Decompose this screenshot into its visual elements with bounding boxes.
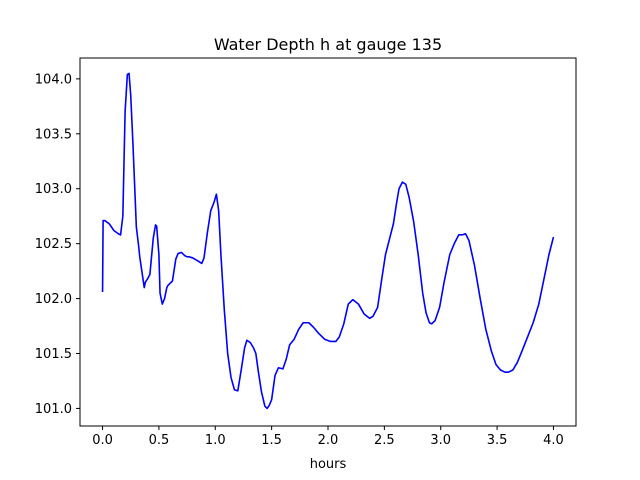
x-tick-label: 2.5	[374, 433, 395, 448]
chart-title: Water Depth h at gauge 135	[214, 35, 442, 54]
y-tick-label: 103.0	[35, 182, 72, 197]
y-tick-label: 103.5	[35, 127, 72, 142]
x-tick-label: 0.0	[92, 433, 113, 448]
plot-area	[79, 57, 577, 427]
x-tick-label: 2.0	[318, 433, 339, 448]
x-tick-label: 4.0	[543, 433, 564, 448]
x-tick-label: 3.5	[487, 433, 508, 448]
y-tick-label: 104.0	[35, 72, 72, 87]
x-axis-label: hours	[310, 457, 347, 472]
x-tick-label: 0.5	[149, 433, 170, 448]
y-tick-label: 101.5	[35, 347, 72, 362]
x-tick-label: 1.5	[261, 433, 282, 448]
x-tick-label: 1.0	[205, 433, 226, 448]
series-line-0	[101, 72, 555, 410]
y-tick-label: 102.0	[35, 292, 72, 307]
y-axis-ticks: 101.0 101.5 102.0 102.5 103.0 103.5 104.0	[35, 72, 80, 417]
x-axis-ticks: 0.0 0.5 1.0 1.5 2.0 2.5 3.0 3.5 4.0	[92, 426, 564, 448]
y-tick-label: 102.5	[35, 237, 72, 252]
y-tick-label: 101.0	[35, 402, 72, 417]
x-tick-label: 3.0	[430, 433, 451, 448]
